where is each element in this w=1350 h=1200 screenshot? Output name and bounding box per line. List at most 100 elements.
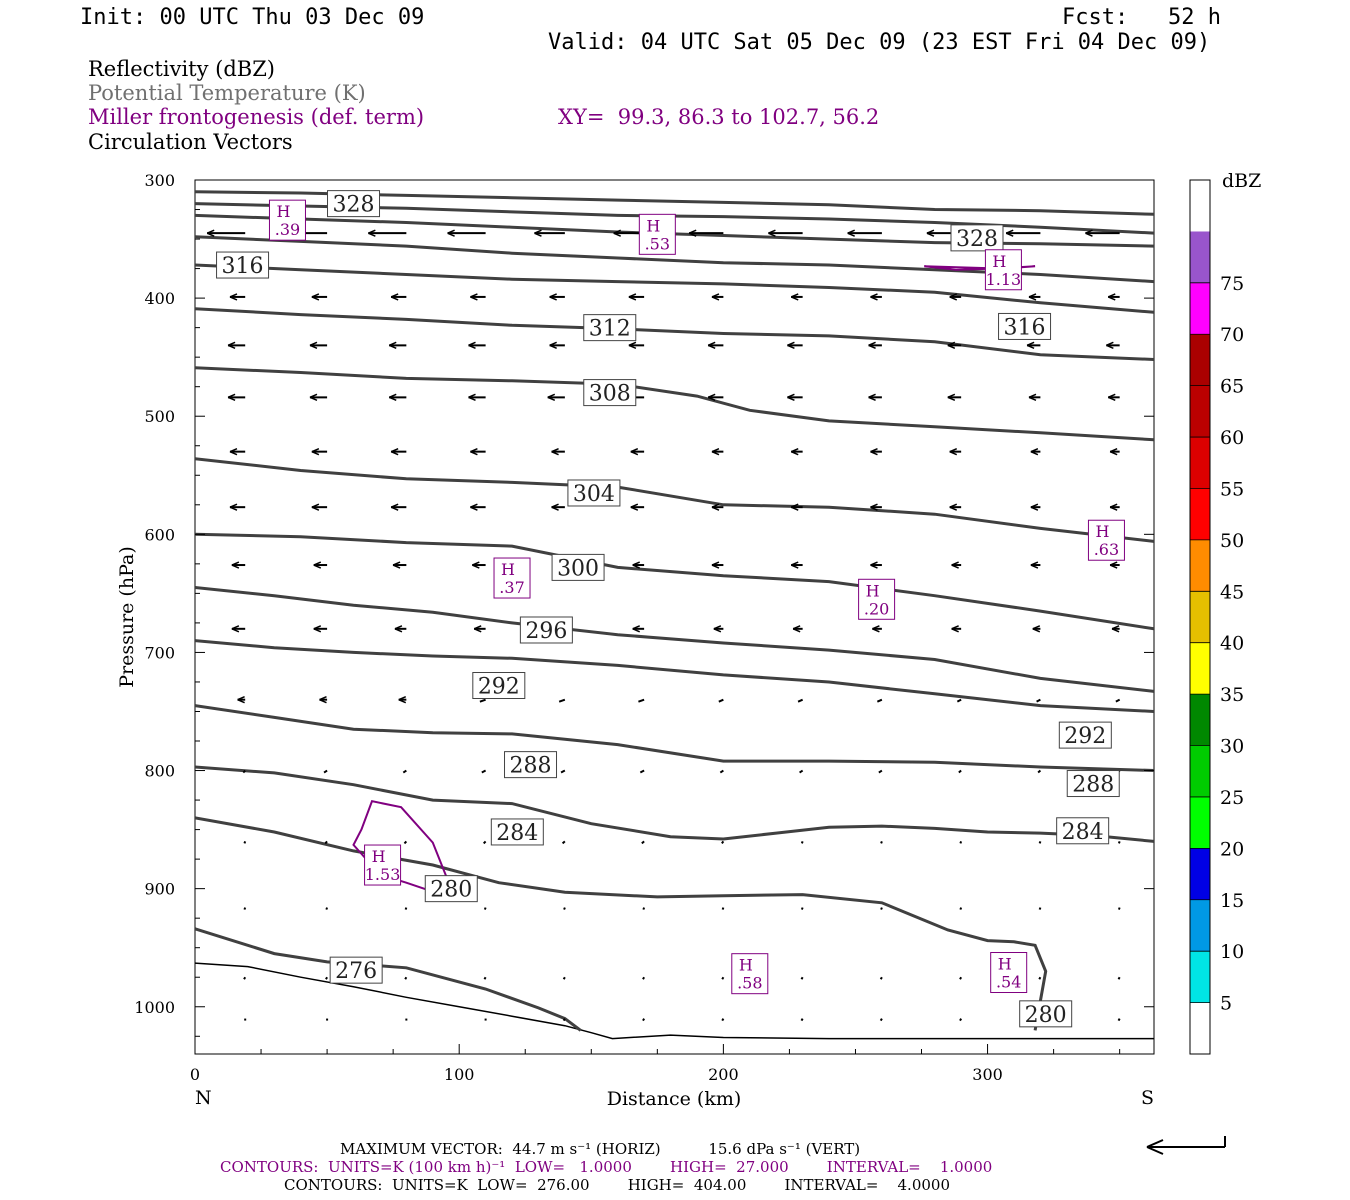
- theta-label-box: [583, 314, 637, 342]
- y-tick-label: 800: [144, 762, 175, 781]
- circulation-vector: [390, 503, 407, 511]
- colorbar-segment: [1190, 437, 1210, 489]
- circulation-vector: [390, 447, 407, 456]
- circulation-vector: [711, 447, 724, 456]
- forecast-hour: Fcst: 52 h: [1062, 5, 1221, 30]
- circulation-vector: [951, 625, 962, 633]
- circulation-vector: [1117, 907, 1121, 910]
- circulation-vector: [551, 503, 565, 511]
- circulation-vector: [482, 840, 487, 845]
- miller-max-label: H: [1095, 522, 1109, 541]
- circulation-vector: [799, 769, 804, 774]
- theta-label-box: [329, 956, 383, 984]
- theta-label: 284: [1062, 820, 1104, 845]
- circulation-vector: [470, 447, 486, 456]
- theta-label: 280: [1025, 1003, 1067, 1028]
- north-end-label: N: [195, 1087, 212, 1109]
- circulation-vector: [632, 625, 645, 633]
- colorbar-segment: [1190, 180, 1210, 232]
- circulation-vector: [790, 447, 803, 456]
- circulation-vector: [641, 840, 645, 845]
- circulation-vector: [392, 561, 407, 569]
- circulation-vector: [324, 840, 328, 845]
- circulation-vector: [711, 503, 724, 511]
- circulation-vector: [642, 1018, 645, 1022]
- miller-max-label: H: [646, 216, 660, 235]
- circulation-vector: [402, 769, 407, 774]
- circulation-vector: [1030, 561, 1041, 569]
- colorbar-segment: [1190, 694, 1210, 746]
- circulation-vector: [243, 976, 247, 980]
- field-miller: Miller frontogenesis (def. term): [88, 105, 425, 129]
- theta-label: 304: [573, 482, 615, 507]
- circulation-vector: [1032, 625, 1041, 633]
- theta-label: 296: [525, 619, 567, 644]
- circulation-vector: [309, 393, 328, 402]
- y-tick-label: 500: [144, 407, 175, 426]
- circulation-vector: [547, 393, 565, 402]
- colorbar-label: 60: [1220, 427, 1244, 449]
- circulation-vector: [639, 769, 645, 774]
- circulation-vector: [237, 695, 246, 704]
- circulation-vector: [388, 393, 407, 402]
- y-tick-label: 600: [144, 525, 175, 544]
- colorbar-segment: [1190, 1002, 1210, 1054]
- theta-label: 288: [1072, 773, 1114, 798]
- theta-label: 292: [478, 675, 520, 700]
- theta-label-box: [567, 479, 621, 507]
- circulation-vector: [549, 341, 565, 350]
- circulation-vector: [1109, 447, 1120, 456]
- circulation-vector: [1115, 698, 1121, 703]
- circulation-vector: [1106, 341, 1120, 350]
- circulation-vector: [447, 229, 486, 237]
- circulation-vector: [719, 769, 724, 774]
- circulation-vector: [638, 698, 645, 703]
- miller-contour-1: [924, 265, 1036, 271]
- y-tick-label: 900: [144, 880, 175, 899]
- theta-label: 308: [589, 382, 631, 407]
- circulation-vector: [468, 393, 486, 402]
- theta-label: 316: [222, 254, 264, 279]
- miller-max-value: .63: [1094, 540, 1119, 559]
- theta-label-box: [998, 312, 1052, 340]
- plot-area: [194, 179, 1155, 1055]
- theta-contour-284: [195, 765, 1154, 843]
- theta-contour-note: CONTOURS: UNITS=K LOW= 276.00 HIGH= 404.…: [284, 1176, 950, 1194]
- theta-label-box: [1019, 1000, 1073, 1028]
- colorbar-label: 75: [1220, 273, 1244, 295]
- theta-contour-300: [195, 532, 1154, 631]
- circulation-vector: [558, 698, 566, 703]
- circulation-vector: [958, 769, 962, 774]
- miller-max-value: .37: [499, 578, 524, 597]
- reference-vector: [1146, 1136, 1226, 1155]
- theta-label: 312: [589, 317, 631, 342]
- circulation-vector: [388, 341, 407, 350]
- circulation-vector: [227, 341, 246, 350]
- circulation-vector: [229, 447, 246, 456]
- south-end-label: S: [1141, 1087, 1154, 1109]
- colorbar-label: 50: [1220, 530, 1244, 552]
- circulation-vector: [470, 293, 486, 301]
- circulation-vector: [880, 841, 883, 844]
- circulation-vector: [563, 907, 566, 910]
- circulation-vector: [630, 503, 645, 511]
- colorbar-label: 30: [1220, 736, 1244, 758]
- circulation-vector: [319, 695, 328, 704]
- circulation-vector: [1117, 1018, 1121, 1022]
- x-tick-label: 100: [444, 1065, 475, 1084]
- terrain-line: [195, 962, 1154, 1040]
- circulation-vector: [718, 698, 724, 703]
- circulation-vector: [787, 393, 803, 402]
- max-vector-note: MAXIMUM VECTOR: 44.7 m s⁻¹ (HORIZ) 15.6 …: [340, 1140, 861, 1158]
- colorbar-unit: dBZ: [1222, 170, 1261, 192]
- theta-label: 288: [510, 754, 552, 779]
- circulation-vector: [800, 1018, 804, 1022]
- circulation-vector: [959, 976, 963, 980]
- y-tick-label: 300: [144, 171, 175, 190]
- circulation-vector: [721, 907, 725, 910]
- circulation-vector: [951, 561, 962, 569]
- colorbar-segment: [1190, 385, 1210, 438]
- circulation-vector: [243, 907, 247, 910]
- circulation-vector: [403, 840, 408, 845]
- circulation-vector: [227, 393, 246, 402]
